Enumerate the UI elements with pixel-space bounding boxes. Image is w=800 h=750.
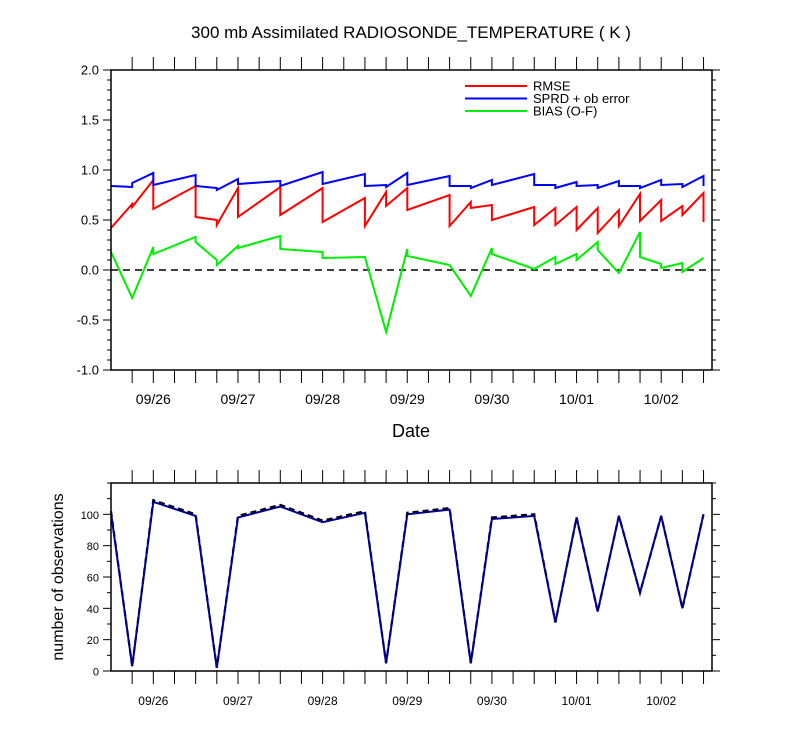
bottom-series-line-assimilated — [110, 500, 705, 669]
top-y-tick-label: 1.5 — [81, 113, 99, 128]
top-x-tick-label: 10/02 — [644, 391, 679, 407]
top-series-line-bias-o-f — [110, 231, 705, 336]
bottom-y-tick-label: 0 — [93, 667, 99, 679]
top-x-tick-label: 09/29 — [390, 391, 425, 407]
top-x-tick-label: 09/28 — [305, 391, 340, 407]
top-series-line-rmse — [110, 177, 705, 236]
top-series-line-sprd-ob-error — [110, 170, 705, 192]
y-axis-label-observations: number of observations — [50, 493, 67, 660]
top-x-tick-label: 09/27 — [220, 391, 255, 407]
bottom-series-group — [109, 498, 705, 669]
bottom-x-tick-label: 09/27 — [223, 694, 253, 708]
top-y-tick-label: -1.0 — [77, 363, 99, 378]
top-y-tick-label: 1.0 — [81, 163, 99, 178]
top-x-tick-label: 10/01 — [559, 391, 594, 407]
bottom-x-tick-label: 10/02 — [646, 694, 676, 708]
top-y-tick-label: 0.0 — [81, 263, 99, 278]
legend-label: SPRD + ob error — [533, 91, 630, 106]
top-y-tick-label: -0.5 — [77, 313, 99, 328]
bottom-y-tick-label: 80 — [87, 541, 99, 553]
bottom-axes-group: 0 20 40 60 80 100 09/26 09/27 09/28 09/29 09/30 10/… — [81, 470, 720, 708]
top-x-tick-label: 09/30 — [474, 391, 509, 407]
bottom-y-tick-label: 60 — [87, 573, 99, 585]
bottom-y-tick-label: 100 — [81, 510, 99, 522]
top-axes-group: -1.0 -0.5 0.0 0.5 1.0 1.5 2.0 09/26 09/27 09/28 09… — [77, 57, 720, 407]
top-series-group — [110, 170, 705, 336]
bottom-x-tick-label: 09/29 — [392, 694, 422, 708]
bottom-x-tick-label: 09/28 — [308, 694, 338, 708]
legend-label: RMSE — [533, 79, 571, 94]
bottom-x-tick-label: 10/01 — [562, 694, 592, 708]
legend-label: BIAS (O-F) — [533, 104, 597, 119]
bottom-y-tick-label: 20 — [87, 635, 99, 647]
bottom-plot-frame — [110, 482, 713, 672]
x-axis-label: Date — [392, 421, 430, 441]
chart-title: 300 mb Assimilated RADIOSONDE_TEMPERATUR… — [191, 23, 631, 42]
top-y-tick-label: 2.0 — [81, 63, 99, 78]
bottom-x-tick-label: 09/30 — [477, 694, 507, 708]
bottom-y-tick-label: 40 — [87, 604, 99, 616]
bottom-x-tick-label: 09/26 — [138, 694, 168, 708]
top-x-tick-label: 09/26 — [136, 391, 171, 407]
bottom-series-line-possible — [109, 498, 705, 669]
top-y-tick-label: 0.5 — [81, 213, 99, 228]
